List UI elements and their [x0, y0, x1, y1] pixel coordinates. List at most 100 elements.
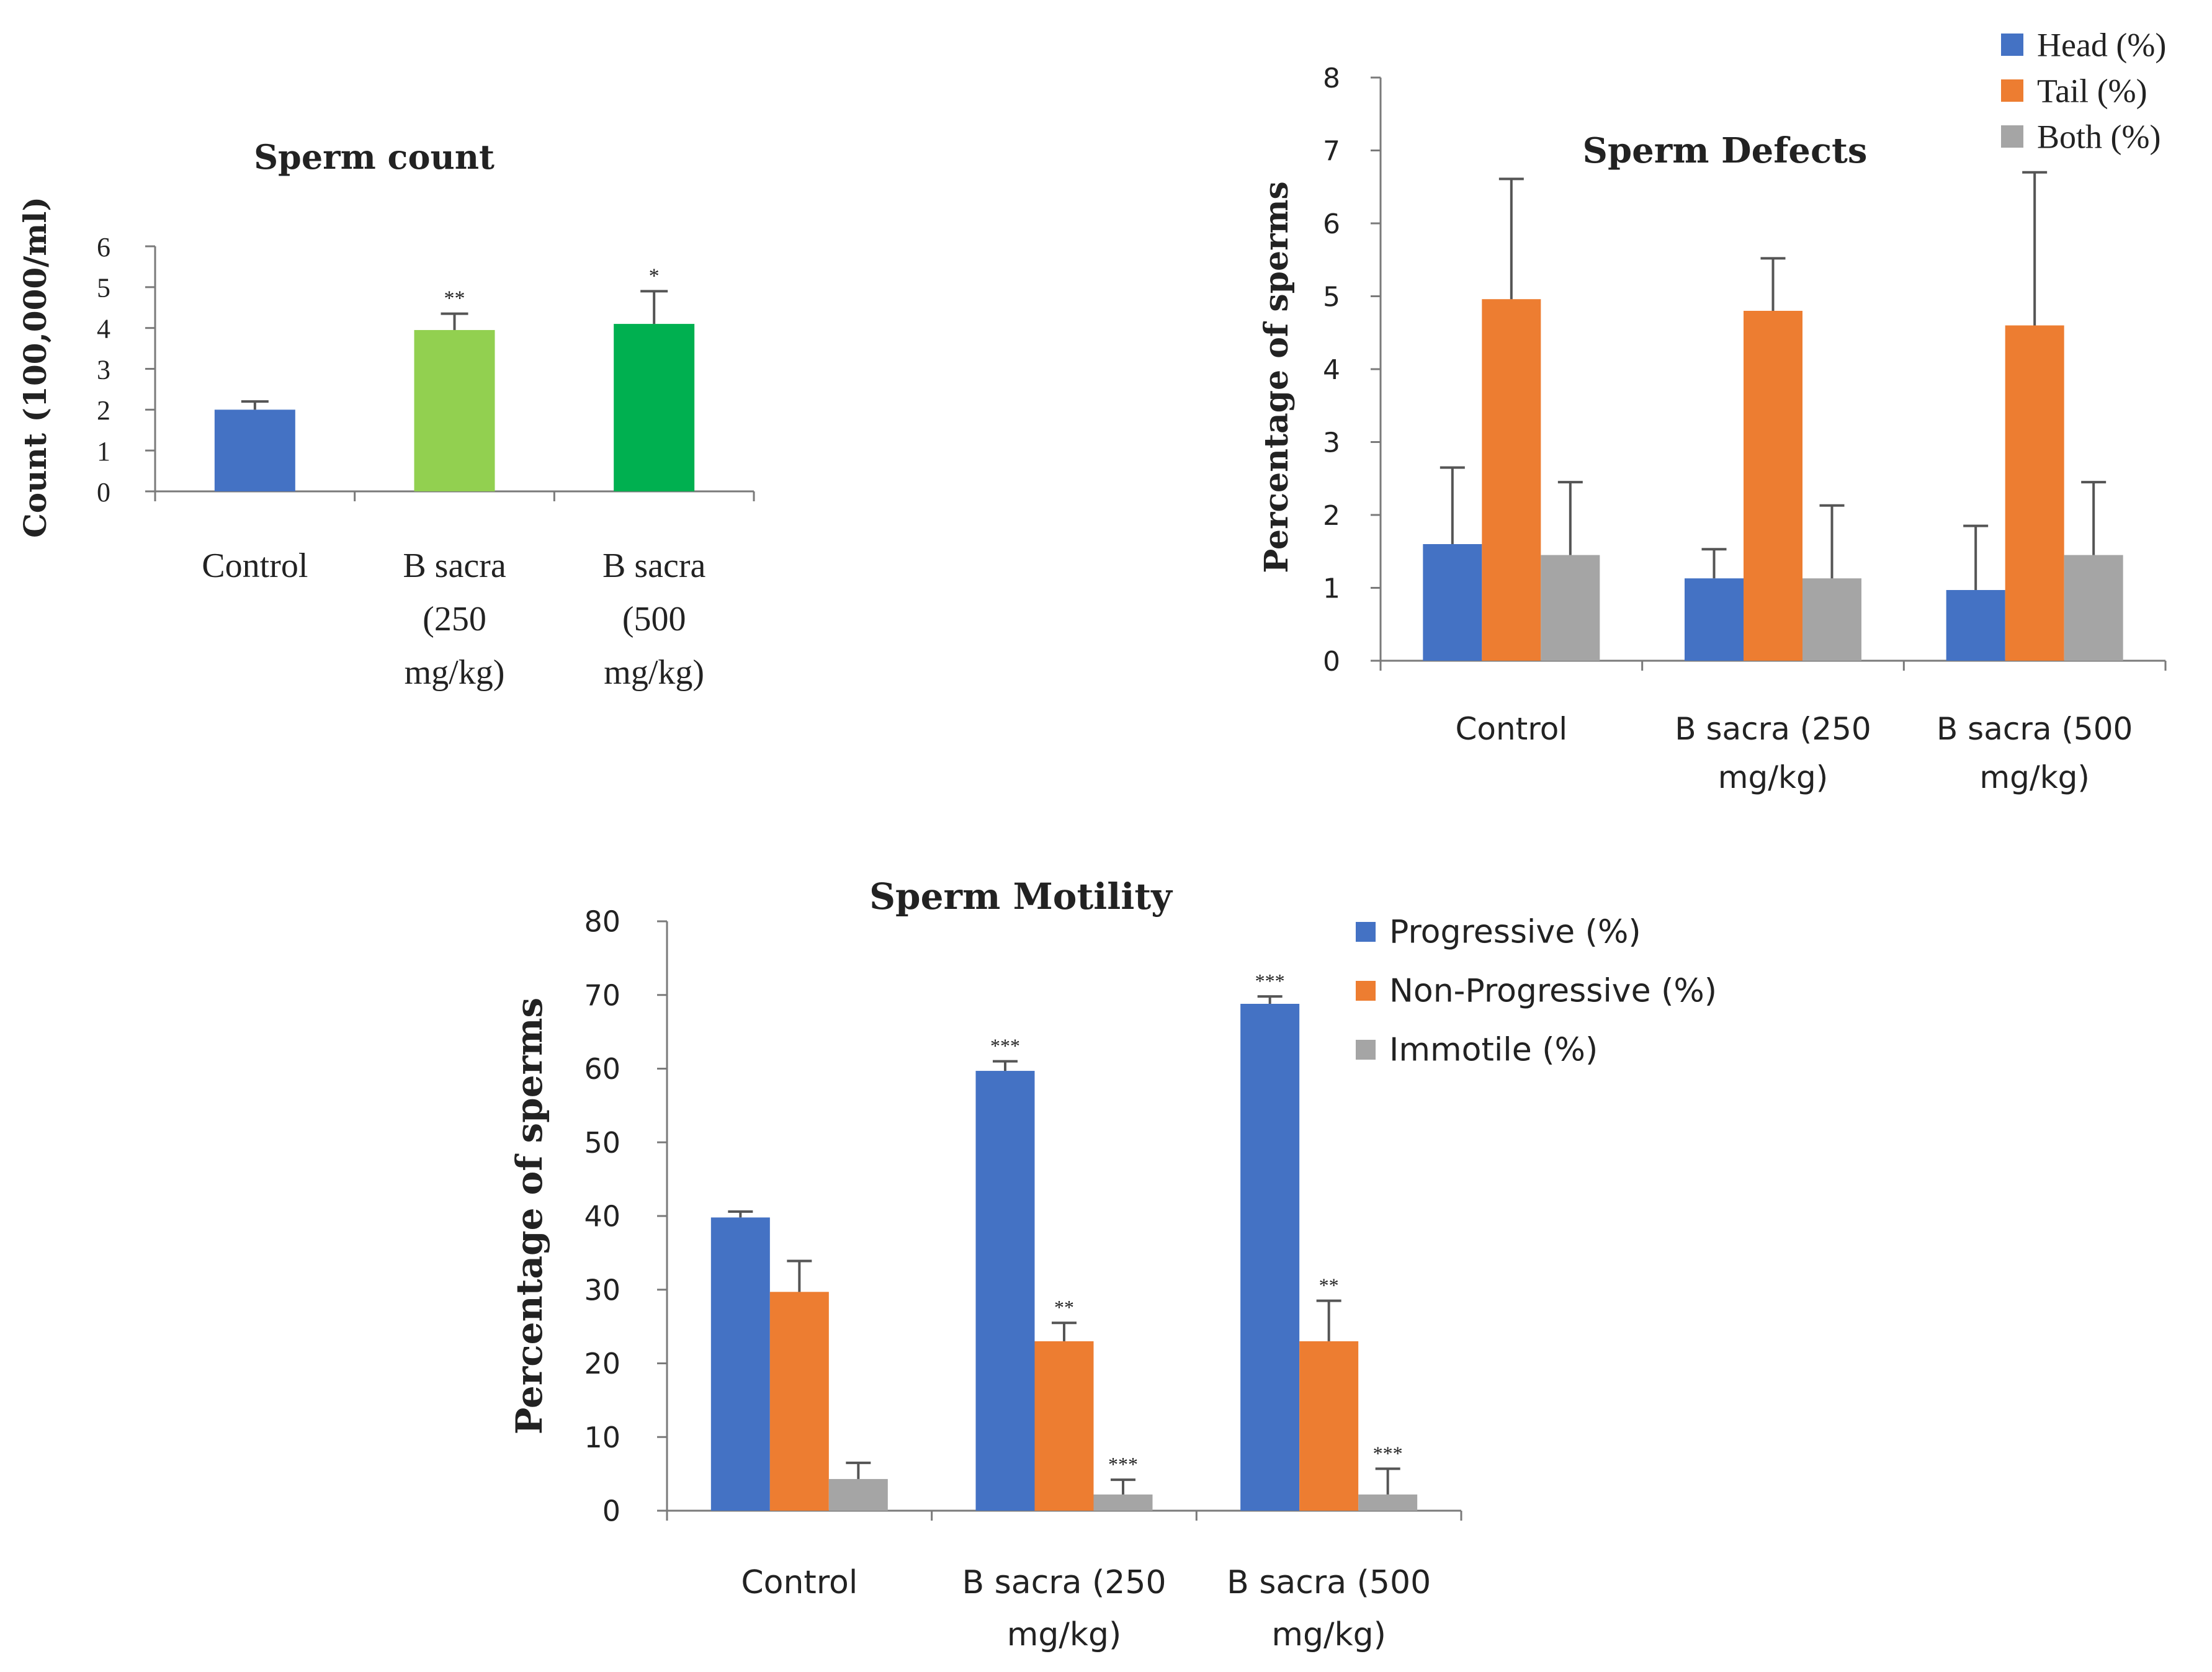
motility-legend-label: Progressive (%): [1389, 914, 1641, 951]
motility-category-label-line: B sacra (250: [962, 1564, 1166, 1601]
motility-bar: [1093, 1494, 1153, 1511]
defects-ytick-label: 0: [1323, 646, 1340, 677]
motility-ytick-label: 0: [602, 1495, 620, 1528]
defects-category-label-line: B sacra (250: [1675, 711, 1871, 747]
motility-significance-label: **: [1054, 1296, 1074, 1318]
motility-ytick-label: 50: [584, 1126, 620, 1160]
motility-bar: [769, 1292, 829, 1511]
defects-title: Sperm Defects: [1583, 130, 1868, 171]
defects-bar: [2064, 555, 2123, 661]
motility-legend-swatch: [1356, 1040, 1376, 1060]
count-ytick-label: 0: [97, 477, 110, 507]
motility-bar: [1299, 1341, 1359, 1511]
motility-ytick-label: 30: [584, 1273, 620, 1307]
count-category-label: Control: [202, 547, 308, 585]
count-category-label-line: (500: [622, 600, 686, 638]
motility-ytick-label: 10: [584, 1421, 620, 1454]
motility-category-label: B sacra (500 mg/kg): [1227, 1564, 1431, 1653]
count-ytick-label: 1: [97, 436, 110, 467]
defects-ytick-label: 8: [1323, 63, 1340, 94]
defects-category-label-line: mg/kg): [1979, 759, 2090, 795]
motility-bar: [975, 1071, 1035, 1511]
defects-ytick-label: 6: [1323, 208, 1340, 240]
motility-category-label-line: mg/kg): [1271, 1616, 1386, 1653]
defects-category-label-line: mg/kg): [1718, 759, 1829, 795]
count-chart: Sperm count Count (100,000/ml) 0 1 2 3 4 5 6 Cont…: [17, 137, 755, 692]
motility-significance-label: ***: [1108, 1453, 1138, 1475]
motility-significance-label: ***: [1255, 970, 1285, 992]
count-bar: [414, 329, 495, 491]
defects-bar: [1541, 555, 1600, 661]
defects-bar: [2005, 325, 2064, 661]
defects-legend-swatch: [2001, 79, 2023, 102]
defects-ylabel: Percentage of sperms: [1258, 181, 1296, 573]
motility-ytick-label: 70: [584, 978, 620, 1012]
count-ylabel: Count (100,000/ml): [17, 197, 53, 538]
count-title: Sperm count: [254, 137, 495, 177]
motility-ytick-label: 20: [584, 1347, 620, 1380]
defects-bar: [1802, 578, 1861, 661]
motility-legend-swatch: [1356, 981, 1376, 1001]
motility-ytick-label: 80: [584, 905, 620, 939]
defects-bar: [1744, 311, 1802, 661]
defects-legend-label: Head (%): [2037, 26, 2166, 63]
defects-bar: [1685, 578, 1744, 661]
defects-ytick-label: 1: [1323, 573, 1340, 604]
defects-category-label: B sacra (250 mg/kg): [1675, 711, 1871, 795]
motility-significance-label: ***: [990, 1035, 1020, 1057]
count-ytick-label: 4: [97, 314, 110, 344]
motility-category-label: B sacra (250 mg/kg): [962, 1564, 1166, 1653]
count-category-label-line: B sacra: [403, 547, 506, 585]
defects-chart: Sperm Defects Percentage of sperms 0 1 2 3 4 5 6…: [1258, 26, 2167, 795]
motility-bar: [1358, 1494, 1418, 1511]
count-significance-label: *: [649, 264, 660, 287]
motility-category-label-line: Control: [741, 1564, 857, 1601]
motility-bar: [1034, 1341, 1094, 1511]
count-ytick-label: 3: [97, 354, 110, 385]
defects-ytick-label: 3: [1323, 427, 1340, 458]
count-category-label-line: mg/kg): [405, 653, 505, 692]
count-category-label-line: (250: [423, 600, 486, 638]
defects-ytick-label: 5: [1323, 281, 1340, 313]
defects-legend-swatch: [2001, 125, 2023, 148]
count-category-label-line: mg/kg): [604, 653, 704, 692]
defects-bar: [1482, 299, 1541, 661]
count-category-label-line: B sacra: [602, 547, 706, 585]
motility-ylabel: Percentage of sperms: [508, 998, 550, 1434]
defects-category-label-line: B sacra (500: [1937, 711, 2133, 747]
motility-significance-label: **: [1319, 1274, 1339, 1297]
motility-title: Sperm Motility: [869, 875, 1173, 918]
defects-ytick-label: 7: [1323, 135, 1340, 167]
defects-legend-swatch: [2001, 34, 2023, 56]
motility-legend-label: Immotile (%): [1389, 1032, 1598, 1069]
motility-bar: [1240, 1004, 1300, 1511]
defects-ytick-label: 2: [1323, 500, 1340, 532]
count-bar: [214, 409, 295, 491]
count-ytick-label: 5: [97, 273, 110, 303]
count-category-label: B sacra (250 mg/kg): [403, 547, 506, 692]
defects-category-label: B sacra (500 mg/kg): [1937, 711, 2133, 795]
motility-ytick-label: 40: [584, 1200, 620, 1233]
motility-significance-label: ***: [1373, 1442, 1403, 1464]
count-category-label-line: Control: [202, 547, 308, 585]
defects-category-label: Control: [1455, 711, 1567, 747]
motility-category-label-line: B sacra (500: [1227, 1564, 1431, 1601]
count-bar: [614, 324, 695, 491]
defects-bar: [1423, 544, 1482, 661]
motility-legend-label: Non-Progressive (%): [1389, 973, 1717, 1010]
motility-legend-swatch: [1356, 922, 1376, 942]
motility-category-label: Control: [741, 1564, 857, 1601]
defects-legend-label: Tail (%): [2037, 72, 2147, 109]
defects-ytick-label: 4: [1323, 354, 1340, 386]
count-ytick-label: 2: [97, 395, 110, 426]
motility-ytick-label: 60: [584, 1052, 620, 1086]
motility-category-label-line: mg/kg): [1007, 1616, 1122, 1653]
defects-category-label-line: Control: [1455, 711, 1567, 747]
count-significance-label: **: [444, 287, 465, 310]
motility-bar: [710, 1217, 770, 1511]
count-category-label: B sacra (500 mg/kg): [602, 547, 706, 692]
motility-chart: Sperm Motility Percentage of sperms 0 10 20 3…: [508, 875, 1717, 1653]
defects-bar: [1946, 590, 2005, 661]
defects-legend-label: Both (%): [2037, 118, 2161, 155]
